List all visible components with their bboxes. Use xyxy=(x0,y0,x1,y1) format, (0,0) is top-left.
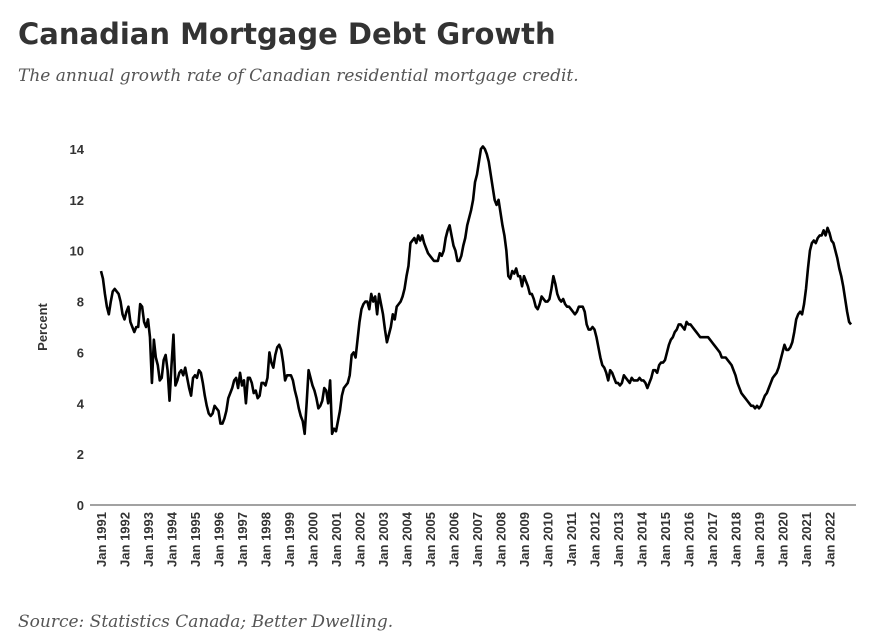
x-tick-label: Jan 2018 xyxy=(729,512,744,567)
x-tick-label: Jan 2003 xyxy=(376,512,391,567)
chart-title: Canadian Mortgage Debt Growth xyxy=(18,17,556,51)
x-tick-label: Jan 1992 xyxy=(118,512,133,567)
y-tick-label: 10 xyxy=(70,244,84,259)
x-tick-label: Jan 1996 xyxy=(212,512,227,567)
x-tick-label: Jan 2006 xyxy=(447,512,462,567)
x-tick-label: Jan 2021 xyxy=(799,512,814,567)
x-tick-label: Jan 2002 xyxy=(353,512,368,567)
x-tick-label: Jan 2001 xyxy=(329,512,344,567)
x-tick-label: Jan 2009 xyxy=(517,512,532,567)
chart-subtitle: The annual growth rate of Canadian resid… xyxy=(18,66,579,86)
x-tick-label: Jan 2022 xyxy=(823,512,838,567)
y-tick-label: 0 xyxy=(77,498,84,513)
x-tick-label: Jan 2015 xyxy=(658,512,673,567)
x-tick-label: Jan 1997 xyxy=(235,512,250,567)
y-tick-label: 14 xyxy=(70,142,85,157)
data-line xyxy=(99,145,853,436)
x-tick-label: Jan 2017 xyxy=(705,512,720,567)
y-tick-label: 12 xyxy=(70,193,84,208)
y-tick-label: 2 xyxy=(77,447,84,462)
y-axis-label: Percent xyxy=(35,302,50,350)
x-tick-label: Jan 1993 xyxy=(141,512,156,567)
x-tick-label: Jan 1995 xyxy=(188,512,203,567)
x-tick-label: Jan 2010 xyxy=(541,512,556,567)
x-tick-label: Jan 2014 xyxy=(635,511,650,567)
x-tick-label: Jan 2007 xyxy=(470,512,485,567)
x-tick-label: Jan 2005 xyxy=(423,512,438,567)
x-tick-label: Jan 2011 xyxy=(564,512,579,566)
x-tick-label: Jan 2012 xyxy=(588,512,603,567)
y-tick-label: 4 xyxy=(77,396,85,411)
source: Source: Statistics Canada; Better Dwelli… xyxy=(18,612,393,632)
y-tick-label: 8 xyxy=(77,295,84,310)
x-tick-label: Jan 2019 xyxy=(752,512,767,567)
x-tick-label: Jan 1994 xyxy=(165,511,180,567)
x-tick-label: Jan 2004 xyxy=(400,511,415,567)
x-tick-label: Jan 2020 xyxy=(776,512,791,567)
x-tick-label: Jan 2000 xyxy=(306,512,321,567)
x-tick-label: Jan 1991 xyxy=(94,512,109,567)
x-tick-label: Jan 2013 xyxy=(611,512,626,567)
x-tick-label: Jan 2016 xyxy=(682,512,697,567)
x-tick-label: Jan 2008 xyxy=(494,512,509,567)
x-tick-label: Jan 1999 xyxy=(282,512,297,567)
x-tick-label: Jan 1998 xyxy=(259,512,274,567)
y-tick-label: 6 xyxy=(77,345,84,360)
